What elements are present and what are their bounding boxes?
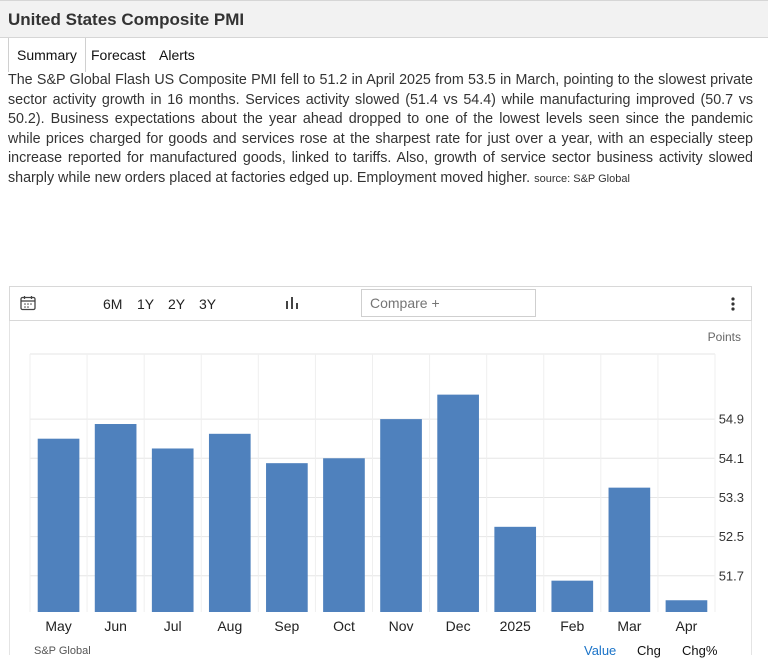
footer-tab-value[interactable]: Value	[584, 643, 617, 658]
bar-aug	[208, 433, 251, 612]
x-tick-label: Jul	[164, 618, 182, 634]
tab-alerts[interactable]: Alerts	[159, 47, 195, 63]
y-tick-label: 53.3	[719, 490, 744, 505]
footer-source: S&P Global	[34, 645, 91, 657]
calendar-icon[interactable]	[20, 295, 36, 314]
x-tick-label: Jun	[104, 618, 127, 634]
footer-tab-chg-pct[interactable]: Chg%	[682, 643, 718, 658]
tab-summary[interactable]: Summary	[8, 38, 86, 72]
x-tick-label: May	[45, 618, 71, 634]
page-title: United States Composite PMI	[8, 10, 245, 29]
bar-jun	[94, 424, 137, 612]
x-tick-label: Dec	[446, 618, 471, 634]
description-text: The S&P Global Flash US Composite PMI fe…	[8, 72, 753, 186]
chart-container: May Jun Jul Aug Sep Oct Nov Dec 2025 Feb Mar Apr 51.…	[9, 321, 752, 655]
range-6m-button[interactable]: 6M	[103, 296, 123, 312]
range-2y-button[interactable]: 2Y	[168, 296, 186, 312]
bar-2025	[494, 526, 537, 612]
y-tick-label: 54.1	[719, 451, 744, 466]
bar-dec	[437, 394, 479, 612]
compare-input[interactable]	[361, 289, 536, 317]
footer-tab-chg[interactable]: Chg	[637, 643, 661, 658]
chart-toolbar: 6M 1Y 2Y 3Y	[9, 286, 752, 321]
title-bar: United States Composite PMI	[0, 0, 768, 38]
tab-forecast[interactable]: Forecast	[91, 47, 146, 63]
bar-may	[37, 438, 80, 612]
x-tick-label: Mar	[617, 618, 641, 634]
bar-oct	[323, 458, 365, 612]
bar-sep	[266, 463, 308, 612]
bar-apr	[665, 600, 708, 612]
bar-chart-icon[interactable]	[285, 296, 299, 313]
range-3y-button[interactable]: 3Y	[199, 296, 217, 312]
bar-chart: May Jun Jul Aug Sep Oct Nov Dec 2025 Feb Mar Apr 51.…	[29, 330, 744, 634]
tab-bar: Summary Forecast Alerts	[8, 38, 768, 72]
more-vertical-icon[interactable]	[730, 296, 736, 315]
bar-feb	[551, 580, 594, 612]
x-tick-label: Sep	[274, 618, 299, 634]
x-tick-label: Apr	[676, 618, 698, 634]
source-label: source: S&P Global	[534, 172, 630, 185]
description: The S&P Global Flash US Composite PMI fe…	[8, 71, 753, 189]
y-tick-label: 54.9	[719, 412, 744, 427]
bar-jul	[151, 448, 194, 612]
x-tick-label: 2025	[500, 618, 531, 634]
bar-nov	[380, 419, 422, 612]
x-tick-label: Aug	[217, 618, 242, 634]
bar-mar	[608, 487, 651, 612]
y-tick-label: 52.5	[719, 529, 744, 544]
x-tick-label: Feb	[560, 618, 584, 634]
y-axis-label: Points	[708, 330, 741, 344]
x-tick-label: Nov	[389, 618, 414, 634]
y-tick-label: 51.7	[719, 568, 744, 583]
range-1y-button[interactable]: 1Y	[137, 296, 155, 312]
x-tick-label: Oct	[333, 618, 355, 634]
